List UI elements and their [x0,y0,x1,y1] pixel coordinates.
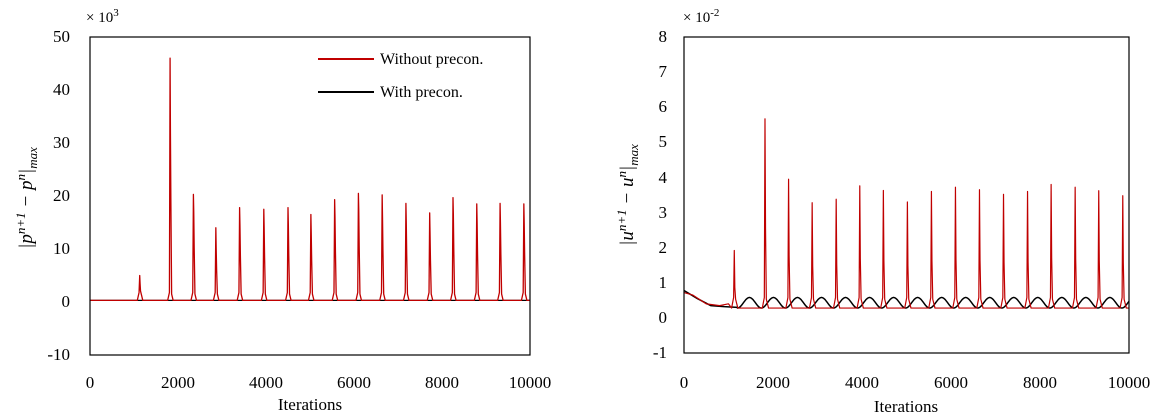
left-y-ticks: 50 40 30 20 10 0 -10 [47,27,70,364]
x-tick-label: 2000 [756,373,790,392]
left-plot-frame [89,36,531,356]
series-line-with-precon [683,289,1130,309]
y-tick-label: 1 [659,273,668,292]
y-tick-label: -10 [47,345,70,364]
left-series-group [90,57,530,302]
left-legend: Without precon. With precon. [318,51,483,101]
right-x-ticks: 0 2000 4000 6000 8000 10000 [680,373,1151,392]
right-y-ticks: 8 7 6 5 4 3 2 1 0 -1 [653,27,668,362]
y-tick-label: 3 [659,203,668,222]
x-tick-label: 10000 [1108,373,1151,392]
series-line-without-precon [90,57,530,302]
x-tick-label: 0 [680,373,689,392]
right-y-axis-title: |un+1 − un|max [614,144,641,246]
right-plot-frame [683,36,1130,354]
x-tick-label: 0 [86,373,95,392]
y-tick-label: 0 [659,308,668,327]
left-x-axis-title: Iterations [278,395,342,414]
y-tick-label: -1 [653,343,667,362]
left-y-axis-title: |pn+1 − pn|max [13,147,40,249]
y-tick-label: 4 [659,168,668,187]
y-tick-label: 8 [659,27,668,46]
y-tick-label: 50 [53,27,70,46]
x-tick-label: 6000 [934,373,968,392]
y-tick-label: 5 [659,132,668,151]
chart-left: × 103 |pn+1 − pn|max 50 40 30 20 10 0 -1… [13,7,551,414]
y-tick-label: 40 [53,80,70,99]
x-tick-label: 8000 [425,373,459,392]
y-tick-label: 7 [659,62,668,81]
y-tick-label: 6 [659,97,668,116]
y-tick-label: 2 [659,238,668,257]
x-tick-label: 2000 [161,373,195,392]
chart-right: × 10-2 |un+1 − un|max 8 7 6 5 4 3 2 1 0 … [614,7,1150,416]
x-tick-label: 6000 [337,373,371,392]
y-tick-label: 10 [53,239,70,258]
y-tick-label: 30 [53,133,70,152]
y-tick-label: 20 [53,186,70,205]
right-series-group [683,118,1130,309]
right-multiplier: × 10-2 [683,7,719,26]
series-line-without-precon [683,118,1129,309]
legend-label-without-precon: Without precon. [380,51,483,68]
right-x-axis-title: Iterations [874,397,938,416]
left-multiplier: × 103 [86,7,119,26]
legend-label-with-precon: With precon. [380,84,463,101]
y-tick-label: 0 [62,292,71,311]
x-tick-label: 4000 [845,373,879,392]
x-tick-label: 8000 [1023,373,1057,392]
x-tick-label: 4000 [249,373,283,392]
x-tick-label: 10000 [509,373,552,392]
left-x-ticks: 0 2000 4000 6000 8000 10000 [86,373,552,392]
